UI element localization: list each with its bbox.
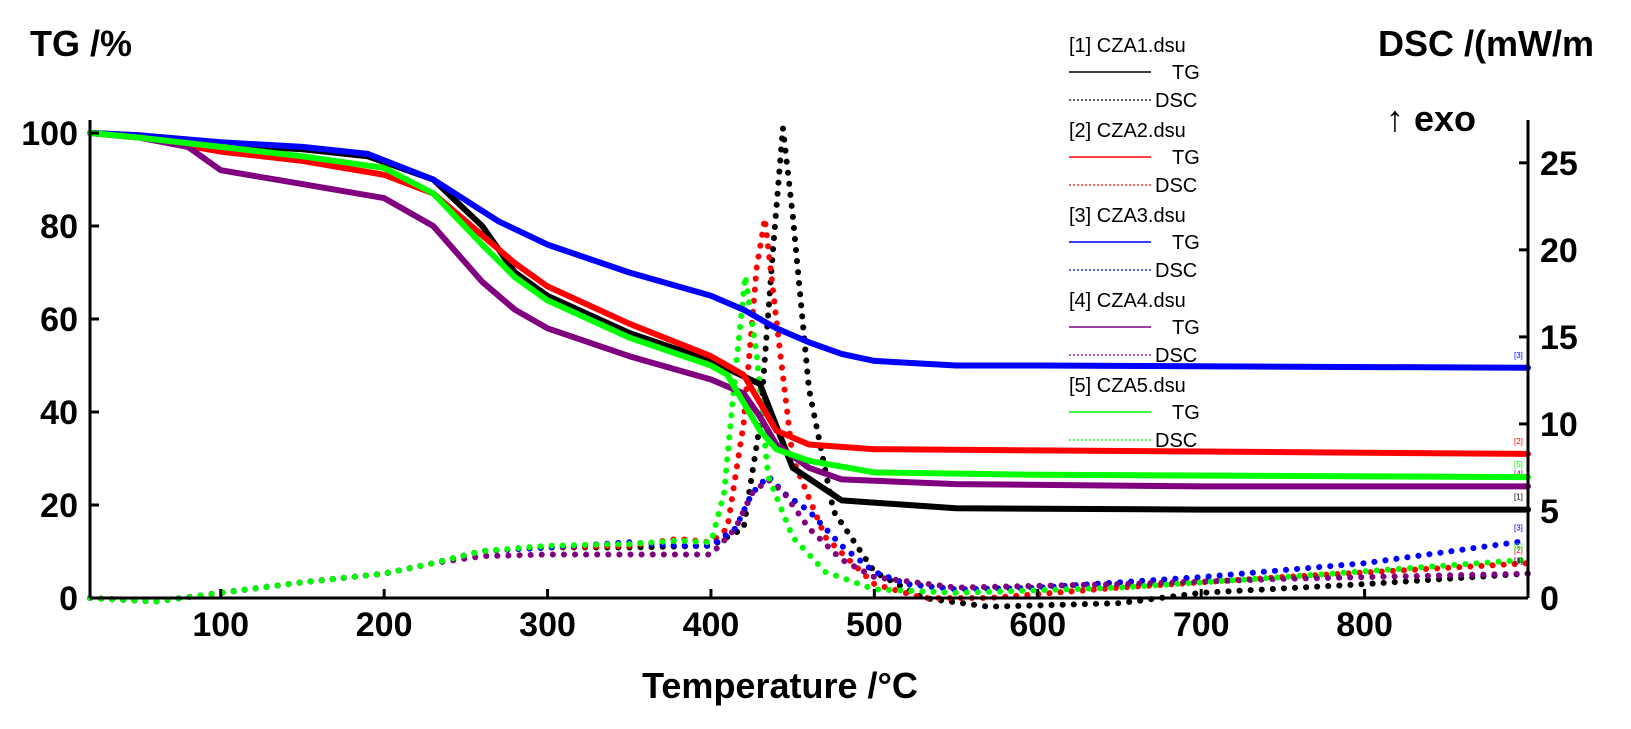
y-left-tick-label: 80 xyxy=(40,208,78,246)
y-right-tick-label: 10 xyxy=(1540,406,1578,444)
legend-tg-label-4: TG xyxy=(1172,317,1200,339)
legend-file-5: [5] CZA5.dsu xyxy=(1069,375,1186,397)
dsc-series-5 xyxy=(87,273,1531,605)
legend-tg-label-3: TG xyxy=(1172,232,1200,254)
x-tick-label: 200 xyxy=(356,606,413,644)
series-layer: [1][1][2][2][3][3][4][4][5][5] xyxy=(87,125,1531,610)
y-right-tick-label: 25 xyxy=(1540,145,1578,183)
legend-dsc-label-1: DSC xyxy=(1155,90,1197,112)
x-tick-label: 300 xyxy=(519,606,576,644)
dsc-end-marker-1: [1] xyxy=(1514,557,1523,566)
dsc-series-2 xyxy=(87,215,1531,605)
dsc-series-4 xyxy=(87,476,1531,605)
y-right-tick-label: 5 xyxy=(1540,493,1559,531)
tg-end-marker-3: [3] xyxy=(1514,351,1523,360)
tg-series-5 xyxy=(87,130,1531,481)
x-tick-label: 800 xyxy=(1336,606,1393,644)
dsc-end-marker-3: [3] xyxy=(1514,524,1523,533)
dsc-end-marker-2: [2] xyxy=(1514,546,1523,555)
legend-dsc-label-4: DSC xyxy=(1155,345,1197,367)
y-left-tick-label: 100 xyxy=(21,115,78,153)
ticks-layer: 100 200 300 400 500 600 700 800 0 20 40 60 80 100 0 5 10… xyxy=(21,115,1578,644)
x-tick-label: 100 xyxy=(192,606,249,644)
tg-end-marker-2: [2] xyxy=(1514,437,1523,446)
dsc-end-marker-5: [5] xyxy=(1514,543,1523,552)
legend-tg-label-2: TG xyxy=(1172,147,1200,169)
legend-file-4: [4] CZA4.dsu xyxy=(1069,290,1186,312)
y-right-axis-title: DSC /(mW/m xyxy=(1378,23,1594,64)
y-right-tick-label: 20 xyxy=(1540,232,1578,270)
legend-dsc-label-5: DSC xyxy=(1155,430,1197,452)
x-tick-label: 700 xyxy=(1173,606,1230,644)
legend-dsc-label-2: DSC xyxy=(1155,175,1197,197)
y-left-tick-label: 20 xyxy=(40,487,78,525)
y-right-tick-label: 0 xyxy=(1540,580,1559,618)
legend-file-1: [1] CZA1.dsu xyxy=(1069,35,1186,57)
y-left-tick-label: 0 xyxy=(59,580,78,618)
x-tick-label: 500 xyxy=(846,606,903,644)
legend: [1] CZA1.dsu TG DSC [2] CZA2.dsu TG DSC [3] CZ… xyxy=(1069,35,1200,452)
tg-end-marker-5: [5] xyxy=(1514,460,1523,469)
tg-end-marker-1: [1] xyxy=(1514,493,1523,502)
dsc-end-marker-4: [4] xyxy=(1514,557,1523,566)
tg-series-3 xyxy=(87,130,1531,371)
x-tick-label: 600 xyxy=(1009,606,1066,644)
legend-file-2: [2] CZA2.dsu xyxy=(1069,120,1186,142)
tg-series-4 xyxy=(87,130,1531,490)
dsc-series-1 xyxy=(87,125,1531,610)
y-right-tick-label: 15 xyxy=(1540,319,1578,357)
legend-dsc-label-3: DSC xyxy=(1155,260,1197,282)
tg-end-marker-4: [4] xyxy=(1514,469,1523,478)
y-left-axis-title: TG /% xyxy=(30,23,132,64)
x-tick-label: 400 xyxy=(683,606,740,644)
legend-file-3: [3] CZA3.dsu xyxy=(1069,205,1186,227)
exo-direction-label: ↑ exo xyxy=(1386,98,1476,139)
x-axis-title: Temperature /°C xyxy=(642,665,918,706)
tg-series-2 xyxy=(87,130,1531,457)
y-left-tick-label: 60 xyxy=(40,301,78,339)
legend-tg-label-1: TG xyxy=(1172,62,1200,84)
legend-tg-label-5: TG xyxy=(1172,402,1200,424)
y-left-tick-label: 40 xyxy=(40,394,78,432)
